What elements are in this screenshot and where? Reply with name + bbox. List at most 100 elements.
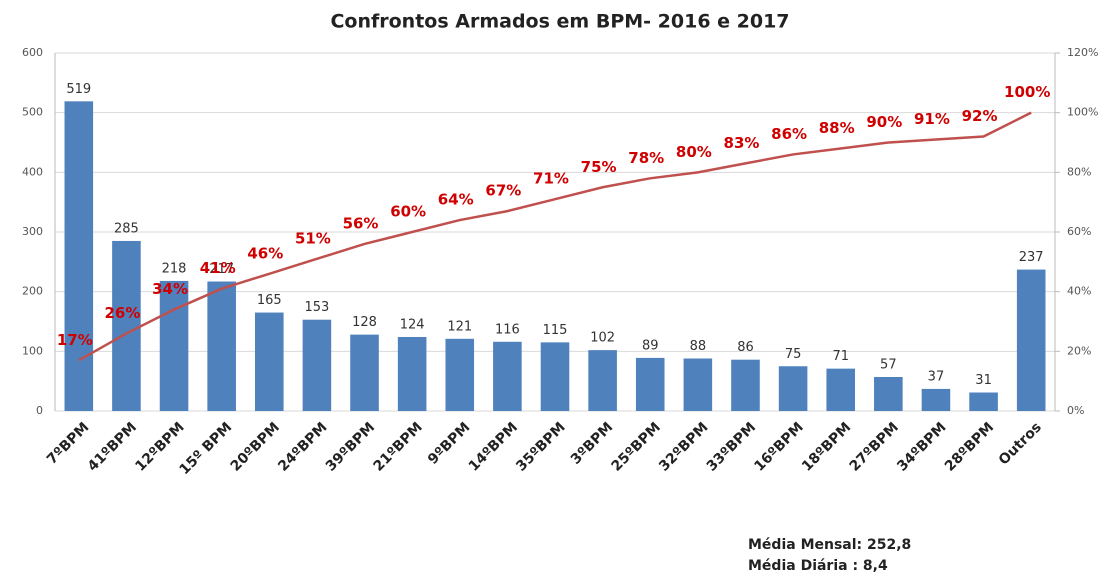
bar-value-label: 57 xyxy=(880,357,897,372)
bar-value-label: 124 xyxy=(400,318,425,333)
line-value-label: 60% xyxy=(390,203,426,221)
x-tick-label: 18ºBPM xyxy=(799,419,854,474)
bar-value-label: 218 xyxy=(162,261,187,276)
bar-value-label: 75 xyxy=(785,347,802,362)
annotation: Média Mensal: 252,8 xyxy=(748,537,911,553)
y-tick-label: 500 xyxy=(22,106,43,119)
bar-value-label: 31 xyxy=(975,373,992,388)
y2-tick-label: 120% xyxy=(1067,46,1098,59)
bar-value-label: 519 xyxy=(66,82,91,97)
bar-value-label: 37 xyxy=(928,369,945,384)
line-value-label: 83% xyxy=(724,134,760,152)
bar-value-label: 285 xyxy=(114,221,139,236)
bar xyxy=(255,312,284,411)
x-tick-label: 41ºBPM xyxy=(85,419,140,474)
line-value-label: 80% xyxy=(676,143,712,161)
bar xyxy=(207,281,236,411)
x-tick-label: 3ºBPM xyxy=(568,419,616,467)
x-tick-label: 20ºBPM xyxy=(228,419,283,474)
y-tick-label: 300 xyxy=(22,225,43,238)
bar xyxy=(778,366,808,411)
y2-tick-label: 0% xyxy=(1067,404,1084,417)
x-tick-label: 16ºBPM xyxy=(751,419,806,474)
bar xyxy=(350,334,379,411)
bar xyxy=(445,338,475,411)
x-tick-label: 35ºBPM xyxy=(513,419,568,474)
line-value-label: 88% xyxy=(819,119,855,137)
bar-value-label: 102 xyxy=(590,331,615,346)
bar xyxy=(635,357,665,411)
x-tick-label: 9ºBPM xyxy=(425,419,473,467)
line-value-label: 100% xyxy=(1004,83,1050,101)
bar-value-label: 71 xyxy=(832,349,849,364)
y2-tick-label: 40% xyxy=(1067,285,1091,298)
bar-value-label: 128 xyxy=(352,315,377,330)
bar-value-label: 116 xyxy=(495,322,520,337)
bar xyxy=(683,358,713,411)
x-tick-label: 14ºBPM xyxy=(466,419,521,474)
bar xyxy=(731,359,760,411)
line-value-label: 75% xyxy=(581,158,617,176)
bar xyxy=(493,341,522,411)
line-value-label: 92% xyxy=(962,107,998,125)
y2-tick-label: 80% xyxy=(1067,165,1091,178)
y-tick-label: 600 xyxy=(22,46,43,59)
x-tick-label: 25ºBPM xyxy=(609,419,664,474)
x-tick-label: 33ºBPM xyxy=(704,419,759,474)
bar-value-label: 217 xyxy=(209,262,234,277)
bar xyxy=(826,368,855,411)
bar xyxy=(159,280,189,411)
y-tick-label: 200 xyxy=(22,285,43,298)
y2-tick-label: 20% xyxy=(1067,344,1091,357)
bar-value-label: 237 xyxy=(1019,250,1044,265)
x-tick-label: Outros xyxy=(996,419,1045,468)
bar xyxy=(588,350,617,411)
line-value-label: 46% xyxy=(247,244,283,262)
x-tick-label: 39ºBPM xyxy=(323,419,378,474)
bar xyxy=(921,388,951,411)
bar-value-label: 89 xyxy=(642,338,659,353)
bar xyxy=(397,337,427,411)
bar xyxy=(112,240,141,411)
line-value-label: 90% xyxy=(866,113,902,131)
line-value-label: 86% xyxy=(771,125,807,143)
bar xyxy=(302,319,332,411)
line-value-label: 56% xyxy=(343,214,379,232)
line-value-label: 41% xyxy=(200,259,236,277)
line-value-label: 26% xyxy=(104,304,140,322)
x-tick-label: 21ºBPM xyxy=(370,419,425,474)
annotation: Média Diária : 8,4 xyxy=(748,558,888,574)
bar-value-label: 115 xyxy=(543,323,568,338)
bar xyxy=(540,342,570,411)
y2-tick-label: 100% xyxy=(1067,106,1098,119)
x-tick-label: 24ºBPM xyxy=(275,419,330,474)
bar xyxy=(64,101,94,411)
cumulative-line xyxy=(78,111,1032,362)
bar-value-label: 121 xyxy=(447,319,472,334)
chart-title: Confrontos Armados em BPM- 2016 e 2017 xyxy=(330,11,789,33)
x-tick-label: 34ºBPM xyxy=(894,419,949,474)
line-value-label: 71% xyxy=(533,170,569,188)
y-tick-label: 0 xyxy=(36,404,43,417)
x-tick-label: 32ºBPM xyxy=(656,419,711,474)
y-tick-label: 100 xyxy=(22,344,43,357)
bar-value-label: 165 xyxy=(257,293,282,308)
y-tick-label: 400 xyxy=(22,165,43,178)
x-tick-label: 28ºBPM xyxy=(942,419,997,474)
bar xyxy=(969,392,998,411)
bar xyxy=(1016,269,1046,411)
bar-value-label: 153 xyxy=(304,300,329,315)
line-value-label: 67% xyxy=(485,182,521,200)
x-tick-label: 7ºBPM xyxy=(44,419,92,467)
line-value-label: 64% xyxy=(438,191,474,209)
line-value-label: 91% xyxy=(914,110,950,128)
x-tick-label: 27ºBPM xyxy=(847,419,902,474)
y2-tick-label: 60% xyxy=(1067,225,1091,238)
line-value-label: 51% xyxy=(295,229,331,247)
bar-value-label: 86 xyxy=(737,340,754,355)
x-tick-label: 15º BPM xyxy=(177,419,236,478)
line-value-label: 17% xyxy=(57,331,93,349)
line-value-label: 78% xyxy=(628,149,664,167)
line-value-label: 34% xyxy=(152,280,188,298)
